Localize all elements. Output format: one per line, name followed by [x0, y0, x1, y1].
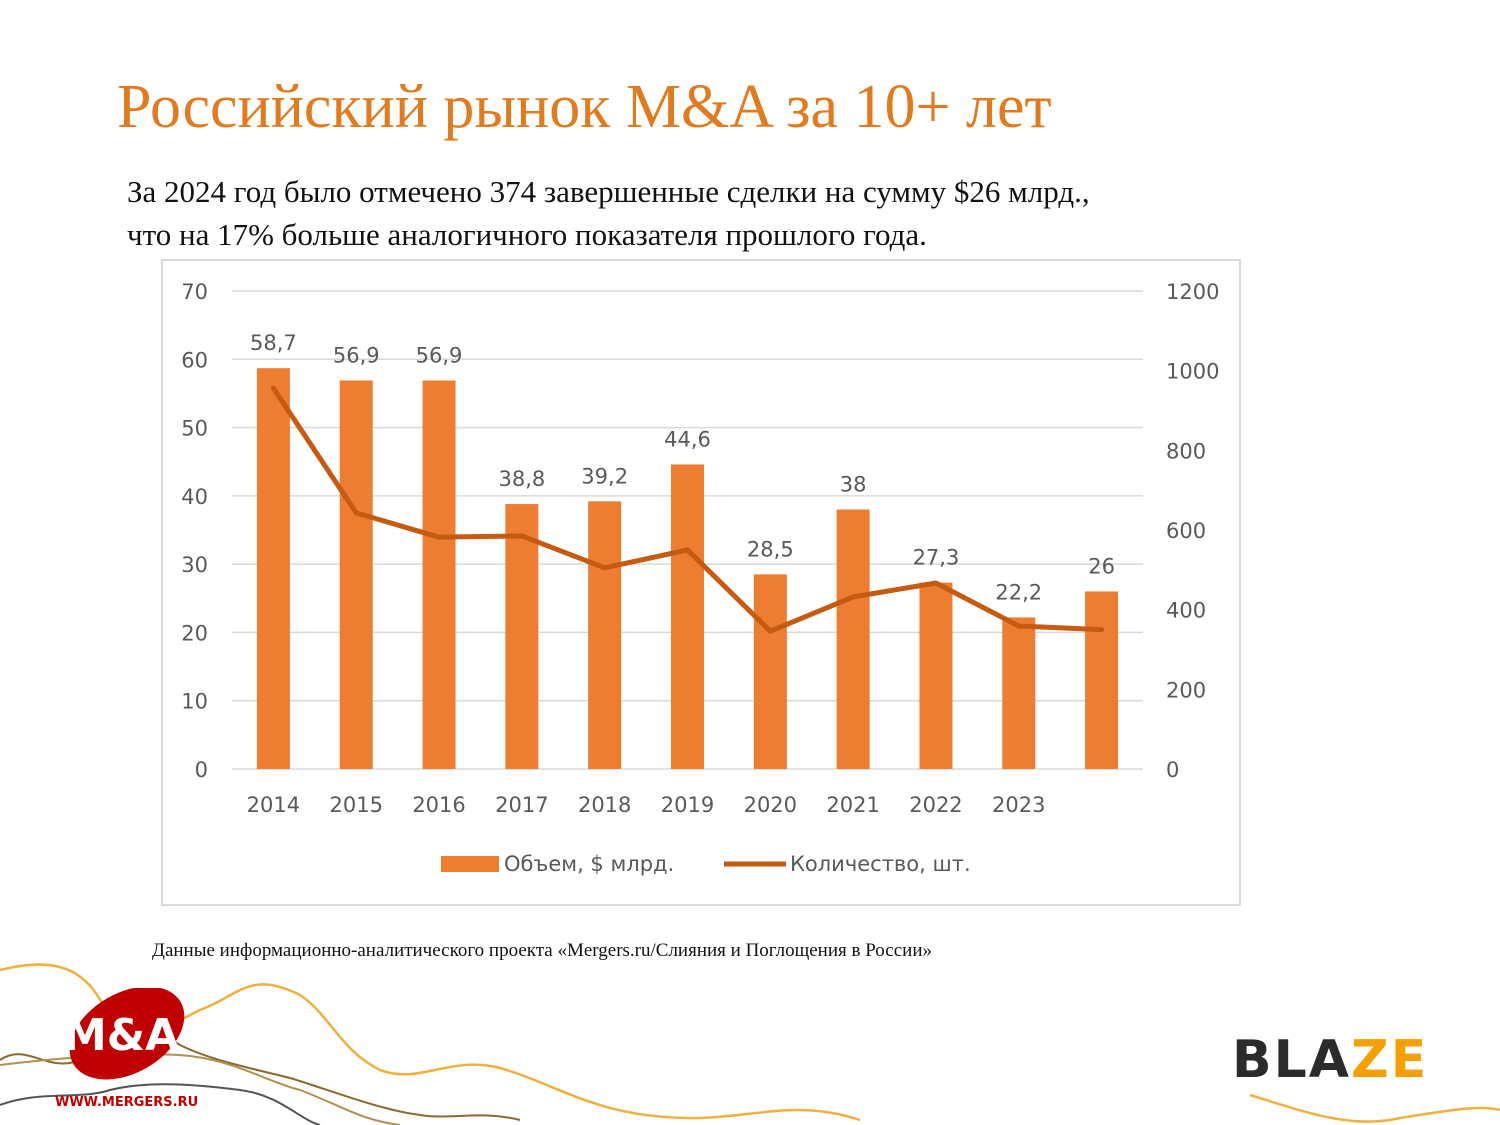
- bar-2021: [836, 509, 870, 769]
- legend-bar-swatch: [441, 856, 499, 872]
- legend-bar-label: Объем, $ млрд.: [504, 852, 674, 876]
- subtitle-line-1: За 2024 год было отмечено 374 завершенны…: [127, 174, 1090, 209]
- x-axis-tick: 2022: [909, 793, 962, 817]
- right-axis-tick: 200: [1166, 678, 1206, 702]
- data-label: 26: [1088, 554, 1115, 578]
- x-axis-tick: 2016: [412, 793, 465, 817]
- bar-2016: [422, 380, 456, 769]
- x-axis-tick: 2018: [578, 793, 631, 817]
- x-axis-tick: 2020: [744, 793, 797, 817]
- data-label: 56,9: [416, 343, 463, 367]
- x-axis-tick: 2017: [495, 793, 548, 817]
- data-label: 56,9: [333, 343, 380, 367]
- chart-frame: [161, 259, 1241, 906]
- right-axis-tick: 600: [1166, 519, 1206, 543]
- left-axis-tick: 50: [181, 417, 208, 441]
- right-axis-tick: 800: [1166, 439, 1206, 463]
- left-axis-tick: 0: [195, 758, 208, 782]
- bar-2015: [339, 380, 373, 769]
- legend-line-label: Количество, шт.: [790, 852, 971, 876]
- data-label: 22,2: [995, 580, 1042, 604]
- subtitle-line-2: что на 17% больше аналогичного показател…: [127, 217, 927, 252]
- bar-2020: [753, 574, 787, 769]
- source-note: Данные информационно-аналитического прое…: [152, 940, 932, 961]
- right-axis-tick: 1000: [1166, 360, 1219, 384]
- bar-2014: [256, 368, 290, 769]
- svg-text:WWW.MERGERS.RU: WWW.MERGERS.RU: [55, 1095, 198, 1110]
- data-label: 38: [840, 473, 867, 497]
- data-label: 27,3: [913, 546, 960, 570]
- slide-title: Российский рынок M&A за 10+ лет: [117, 73, 1052, 141]
- x-axis-tick: 2019: [661, 793, 714, 817]
- bar-2022: [919, 582, 953, 769]
- left-axis-tick: 40: [181, 485, 208, 509]
- blaze-logo: BLAZE: [1232, 1030, 1429, 1090]
- bar-2019: [671, 464, 704, 769]
- slide-subtitle: За 2024 год было отмечено 374 завершенны…: [127, 170, 1427, 256]
- bar-: [1085, 591, 1119, 769]
- left-axis-tick: 10: [181, 690, 208, 714]
- data-label: 58,7: [250, 331, 297, 355]
- bar-2017: [505, 504, 539, 769]
- left-axis-tick: 30: [181, 553, 208, 577]
- right-axis-tick: 400: [1166, 599, 1206, 623]
- right-axis-tick: 1200: [1166, 280, 1219, 304]
- left-axis-tick: 60: [181, 348, 208, 372]
- x-axis-tick: 2021: [826, 793, 879, 817]
- right-axis-tick: 0: [1166, 758, 1179, 782]
- left-axis-tick: 20: [181, 621, 208, 645]
- data-label: 44,6: [664, 427, 711, 451]
- x-axis-tick: 2023: [992, 793, 1045, 817]
- bar-2023: [1002, 617, 1036, 769]
- mergers-logo: M&A WWW.MERGERS.RU: [55, 988, 198, 1110]
- x-axis-tick: 2014: [247, 793, 300, 817]
- data-label: 28,5: [747, 537, 794, 561]
- bar-2018: [588, 501, 622, 769]
- left-axis-tick: 70: [181, 280, 208, 304]
- data-label: 38,8: [498, 467, 545, 491]
- x-axis-tick: 2015: [330, 793, 383, 817]
- svg-text:M&A: M&A: [63, 1010, 179, 1061]
- data-label: 39,2: [581, 464, 628, 488]
